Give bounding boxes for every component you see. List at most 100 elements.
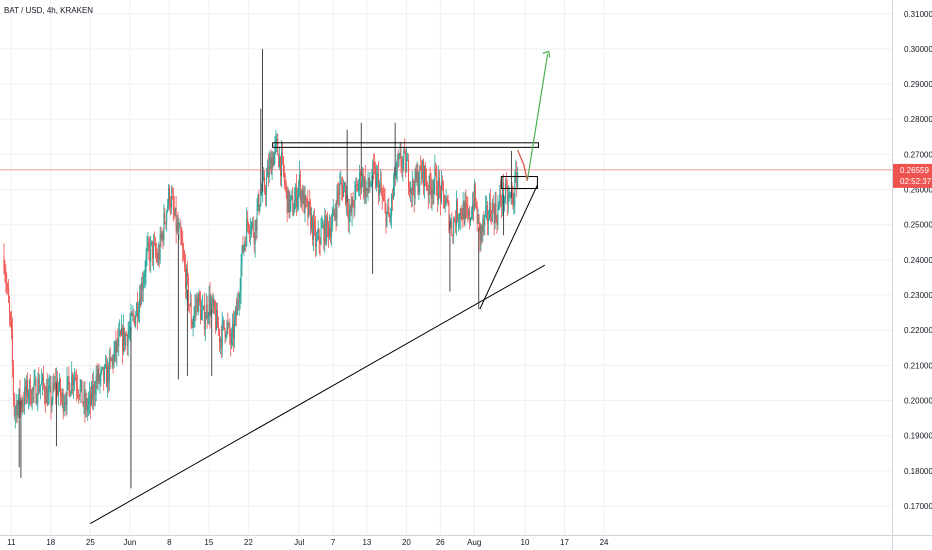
candle[interactable] xyxy=(101,367,103,375)
candle[interactable] xyxy=(240,253,242,304)
candle[interactable] xyxy=(128,320,130,339)
candle[interactable] xyxy=(340,170,342,185)
candle[interactable] xyxy=(353,199,355,219)
resistance-zone[interactable] xyxy=(272,142,540,148)
candle[interactable] xyxy=(465,189,467,220)
candle[interactable] xyxy=(179,222,181,228)
projection-drop[interactable] xyxy=(517,149,528,181)
candle[interactable] xyxy=(281,140,283,188)
candle[interactable] xyxy=(481,224,483,245)
candle[interactable] xyxy=(193,306,195,328)
candle[interactable] xyxy=(78,394,80,401)
candle[interactable] xyxy=(355,176,357,200)
candle[interactable] xyxy=(67,376,69,391)
candle[interactable] xyxy=(111,354,113,370)
candle[interactable] xyxy=(392,173,394,201)
candle[interactable] xyxy=(249,218,251,246)
candle[interactable] xyxy=(180,219,182,246)
candle[interactable] xyxy=(330,214,332,247)
candle[interactable] xyxy=(454,216,456,223)
candle[interactable] xyxy=(36,393,38,407)
candle[interactable] xyxy=(226,319,228,339)
candle[interactable] xyxy=(297,188,299,213)
candle[interactable] xyxy=(371,168,373,189)
candle[interactable] xyxy=(396,153,398,183)
candle[interactable] xyxy=(385,202,387,234)
candle[interactable] xyxy=(418,171,420,201)
candle[interactable] xyxy=(138,301,140,323)
candle[interactable] xyxy=(471,192,473,220)
candle[interactable] xyxy=(384,188,386,214)
candle[interactable] xyxy=(356,177,358,192)
candle[interactable] xyxy=(13,392,15,420)
candle[interactable] xyxy=(437,181,439,213)
candle[interactable] xyxy=(380,171,382,196)
short-trendline[interactable] xyxy=(479,184,538,310)
candle[interactable] xyxy=(389,212,391,223)
candle[interactable] xyxy=(203,292,205,336)
candle[interactable] xyxy=(211,296,213,309)
candle[interactable] xyxy=(16,400,18,424)
candle[interactable] xyxy=(229,318,231,345)
candle[interactable] xyxy=(27,389,29,410)
candle[interactable] xyxy=(79,378,81,404)
candle[interactable] xyxy=(210,293,212,317)
candle[interactable] xyxy=(52,375,54,405)
candle[interactable] xyxy=(80,379,82,393)
candle[interactable] xyxy=(492,195,494,214)
candle[interactable] xyxy=(233,311,235,348)
candle[interactable] xyxy=(136,301,138,317)
candle[interactable] xyxy=(95,365,97,402)
candle[interactable] xyxy=(105,354,107,369)
candle[interactable] xyxy=(54,375,56,391)
candle[interactable] xyxy=(125,330,127,336)
candle[interactable] xyxy=(222,316,224,331)
candle[interactable] xyxy=(241,244,243,277)
candle[interactable] xyxy=(170,185,172,215)
candle[interactable] xyxy=(395,161,397,180)
candle[interactable] xyxy=(339,172,341,206)
candle[interactable] xyxy=(291,189,293,201)
candle[interactable] xyxy=(415,164,417,183)
candle[interactable] xyxy=(190,293,192,329)
candle[interactable] xyxy=(411,170,413,207)
candle[interactable] xyxy=(218,328,220,352)
candle[interactable] xyxy=(7,282,9,295)
candle[interactable] xyxy=(6,272,8,296)
candle[interactable] xyxy=(23,392,25,413)
candle[interactable] xyxy=(287,187,289,213)
candle[interactable] xyxy=(332,198,334,217)
candle[interactable] xyxy=(235,297,237,326)
candle[interactable] xyxy=(45,379,47,404)
candle[interactable] xyxy=(121,314,123,337)
candle[interactable] xyxy=(106,355,108,388)
candle[interactable] xyxy=(186,260,188,286)
candle[interactable] xyxy=(228,321,230,329)
candle[interactable] xyxy=(124,332,126,351)
candle[interactable] xyxy=(387,199,389,215)
candle[interactable] xyxy=(320,217,322,246)
candle[interactable] xyxy=(363,176,365,205)
candle[interactable] xyxy=(119,319,121,337)
candle[interactable] xyxy=(345,185,347,216)
candle[interactable] xyxy=(333,208,335,221)
candle[interactable] xyxy=(118,322,120,357)
candle[interactable] xyxy=(408,181,410,199)
candle[interactable] xyxy=(51,396,53,413)
candle[interactable] xyxy=(164,207,166,225)
candle[interactable] xyxy=(131,311,133,317)
candle[interactable] xyxy=(43,383,45,405)
candle[interactable] xyxy=(21,394,23,413)
candle[interactable] xyxy=(259,204,261,213)
candle[interactable] xyxy=(349,204,351,223)
candle[interactable] xyxy=(251,217,253,230)
candle[interactable] xyxy=(151,240,153,246)
candle[interactable] xyxy=(134,315,136,327)
candle[interactable] xyxy=(237,291,239,311)
candle[interactable] xyxy=(94,380,96,407)
candle[interactable] xyxy=(517,167,519,190)
candle[interactable] xyxy=(463,200,465,228)
candle[interactable] xyxy=(86,392,88,418)
candle[interactable] xyxy=(197,293,199,313)
candle[interactable] xyxy=(244,236,246,251)
